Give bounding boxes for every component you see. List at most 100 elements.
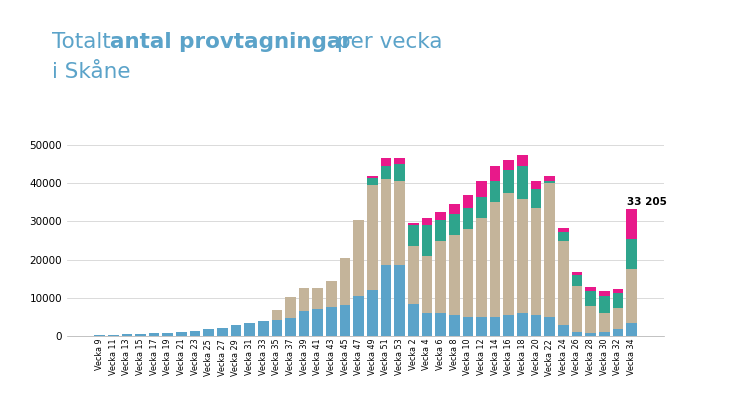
Text: per vecka: per vecka [330,32,442,52]
Bar [612,293,623,308]
Bar [94,335,105,336]
Bar [354,296,364,336]
Bar [408,246,419,304]
Bar [545,176,555,181]
Bar [571,332,583,336]
Bar [395,181,405,265]
Bar [449,214,460,235]
Bar [476,218,487,317]
Bar [504,315,514,336]
Bar [626,269,637,323]
Bar [408,304,419,336]
Bar [490,202,501,317]
Bar [395,158,405,164]
Bar [367,290,377,336]
Bar [285,297,296,318]
Bar [586,333,596,336]
Bar [517,199,527,313]
Bar [476,317,487,336]
Text: i Skåne: i Skåne [52,62,131,82]
Bar [463,317,473,336]
Bar [163,333,173,336]
Bar [395,265,405,336]
Bar [339,305,351,336]
Bar [408,223,419,225]
Bar [217,328,228,336]
Bar [367,185,377,290]
Bar [435,220,446,241]
Bar [476,197,487,218]
Bar [463,208,473,229]
Bar [272,310,282,320]
Bar [354,220,364,296]
Bar [517,155,527,166]
Bar [504,160,514,170]
Bar [558,228,568,232]
Bar [558,326,568,336]
Bar [176,332,186,336]
Bar [545,317,555,336]
Text: 33 205: 33 205 [627,197,667,207]
Bar [326,281,336,307]
Bar [626,239,637,269]
Bar [586,306,596,333]
Bar [571,272,583,275]
Bar [231,326,241,336]
Bar [313,309,323,336]
Bar [204,329,214,336]
Bar [135,334,145,336]
Bar [449,204,460,214]
Bar [435,313,446,336]
Bar [421,225,432,256]
Bar [599,296,609,313]
Bar [313,288,323,309]
Bar [380,179,392,265]
Bar [476,181,487,197]
Bar [326,307,336,336]
Bar [530,315,542,336]
Bar [586,287,596,291]
Bar [435,241,446,313]
Bar [244,323,255,336]
Bar [490,181,501,202]
Bar [504,170,514,193]
Bar [558,241,568,326]
Bar [380,158,392,166]
Bar [148,333,160,336]
Bar [285,318,296,336]
Bar [517,313,527,336]
Bar [612,289,623,293]
Bar [626,323,637,336]
Bar [545,183,555,317]
Bar [272,320,282,336]
Bar [599,332,609,336]
Bar [449,235,460,315]
Bar [299,311,310,336]
Bar [421,256,432,313]
Bar [517,166,527,199]
Bar [189,331,201,336]
Bar [530,189,542,208]
Bar [586,291,596,306]
Bar [395,164,405,181]
Bar [449,315,460,336]
Bar [380,166,392,179]
Bar [530,208,542,315]
Bar [421,313,432,336]
Bar [490,166,501,181]
Bar [299,288,310,311]
Bar [612,329,623,336]
Bar [463,229,473,317]
Bar [558,232,568,242]
Bar [626,209,637,239]
Bar [571,275,583,286]
Bar [599,291,609,296]
Bar [504,193,514,315]
Bar [380,265,392,336]
Text: Totalt: Totalt [52,32,118,52]
Bar [463,195,473,208]
Bar [612,308,623,329]
Bar [367,178,377,185]
Bar [545,181,555,183]
Bar [571,286,583,332]
